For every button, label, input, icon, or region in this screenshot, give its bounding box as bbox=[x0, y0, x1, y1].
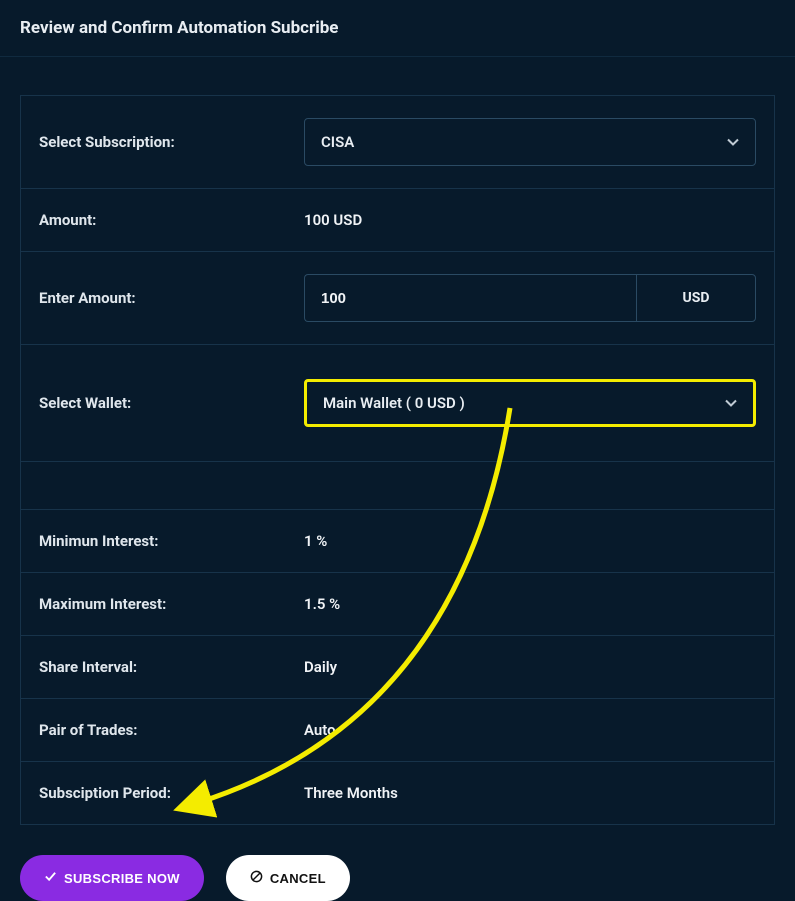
select-wallet-value: Main Wallet ( 0 USD ) bbox=[323, 394, 465, 412]
subscribe-button-label: SUBSCRIBE NOW bbox=[64, 871, 180, 886]
row-period: Subsciption Period: Three Months bbox=[21, 762, 774, 824]
spacer-row bbox=[21, 462, 774, 510]
label-enter-amount: Enter Amount: bbox=[39, 289, 304, 307]
value-share-interval: Daily bbox=[304, 658, 337, 676]
value-min-interest: 1 % bbox=[304, 532, 327, 550]
value-period: Three Months bbox=[304, 784, 398, 802]
chevron-down-icon bbox=[725, 394, 737, 413]
label-wallet: Select Wallet: bbox=[39, 394, 304, 412]
row-enter-amount: Enter Amount: USD bbox=[21, 252, 774, 345]
form-panel: Select Subscription: CISA Amount: 100 US… bbox=[20, 95, 775, 825]
label-subscription: Select Subscription: bbox=[39, 133, 304, 151]
label-period: Subsciption Period: bbox=[39, 784, 304, 802]
cancel-button[interactable]: CANCEL bbox=[226, 855, 350, 901]
value-max-interest: 1.5 % bbox=[304, 595, 340, 613]
amount-input-group: USD bbox=[304, 274, 756, 322]
label-amount: Amount: bbox=[39, 211, 304, 229]
label-min-interest: Minimun Interest: bbox=[39, 532, 304, 550]
label-share-interval: Share Interval: bbox=[39, 658, 304, 676]
row-amount: Amount: 100 USD bbox=[21, 189, 774, 252]
row-min-interest: Minimun Interest: 1 % bbox=[21, 510, 774, 573]
value-pair-trades: Auto bbox=[304, 721, 336, 739]
row-wallet: Select Wallet: Main Wallet ( 0 USD ) bbox=[21, 345, 774, 462]
label-pair-trades: Pair of Trades: bbox=[39, 721, 304, 739]
row-subscription: Select Subscription: CISA bbox=[21, 96, 774, 189]
cancel-icon bbox=[250, 870, 263, 886]
check-icon bbox=[44, 870, 57, 886]
page-title: Review and Confirm Automation Subcribe bbox=[0, 0, 795, 57]
amount-input[interactable] bbox=[304, 274, 636, 322]
amount-suffix: USD bbox=[636, 274, 756, 322]
select-subscription[interactable]: CISA bbox=[304, 118, 756, 166]
row-max-interest: Maximum Interest: 1.5 % bbox=[21, 573, 774, 636]
chevron-down-icon bbox=[727, 133, 739, 152]
label-max-interest: Maximum Interest: bbox=[39, 595, 304, 613]
select-wallet[interactable]: Main Wallet ( 0 USD ) bbox=[304, 379, 756, 427]
select-subscription-value: CISA bbox=[321, 133, 354, 151]
value-amount: 100 USD bbox=[304, 211, 362, 229]
row-pair-trades: Pair of Trades: Auto bbox=[21, 699, 774, 762]
cancel-button-label: CANCEL bbox=[270, 871, 326, 886]
subscribe-button[interactable]: SUBSCRIBE NOW bbox=[20, 855, 204, 901]
row-share-interval: Share Interval: Daily bbox=[21, 636, 774, 699]
